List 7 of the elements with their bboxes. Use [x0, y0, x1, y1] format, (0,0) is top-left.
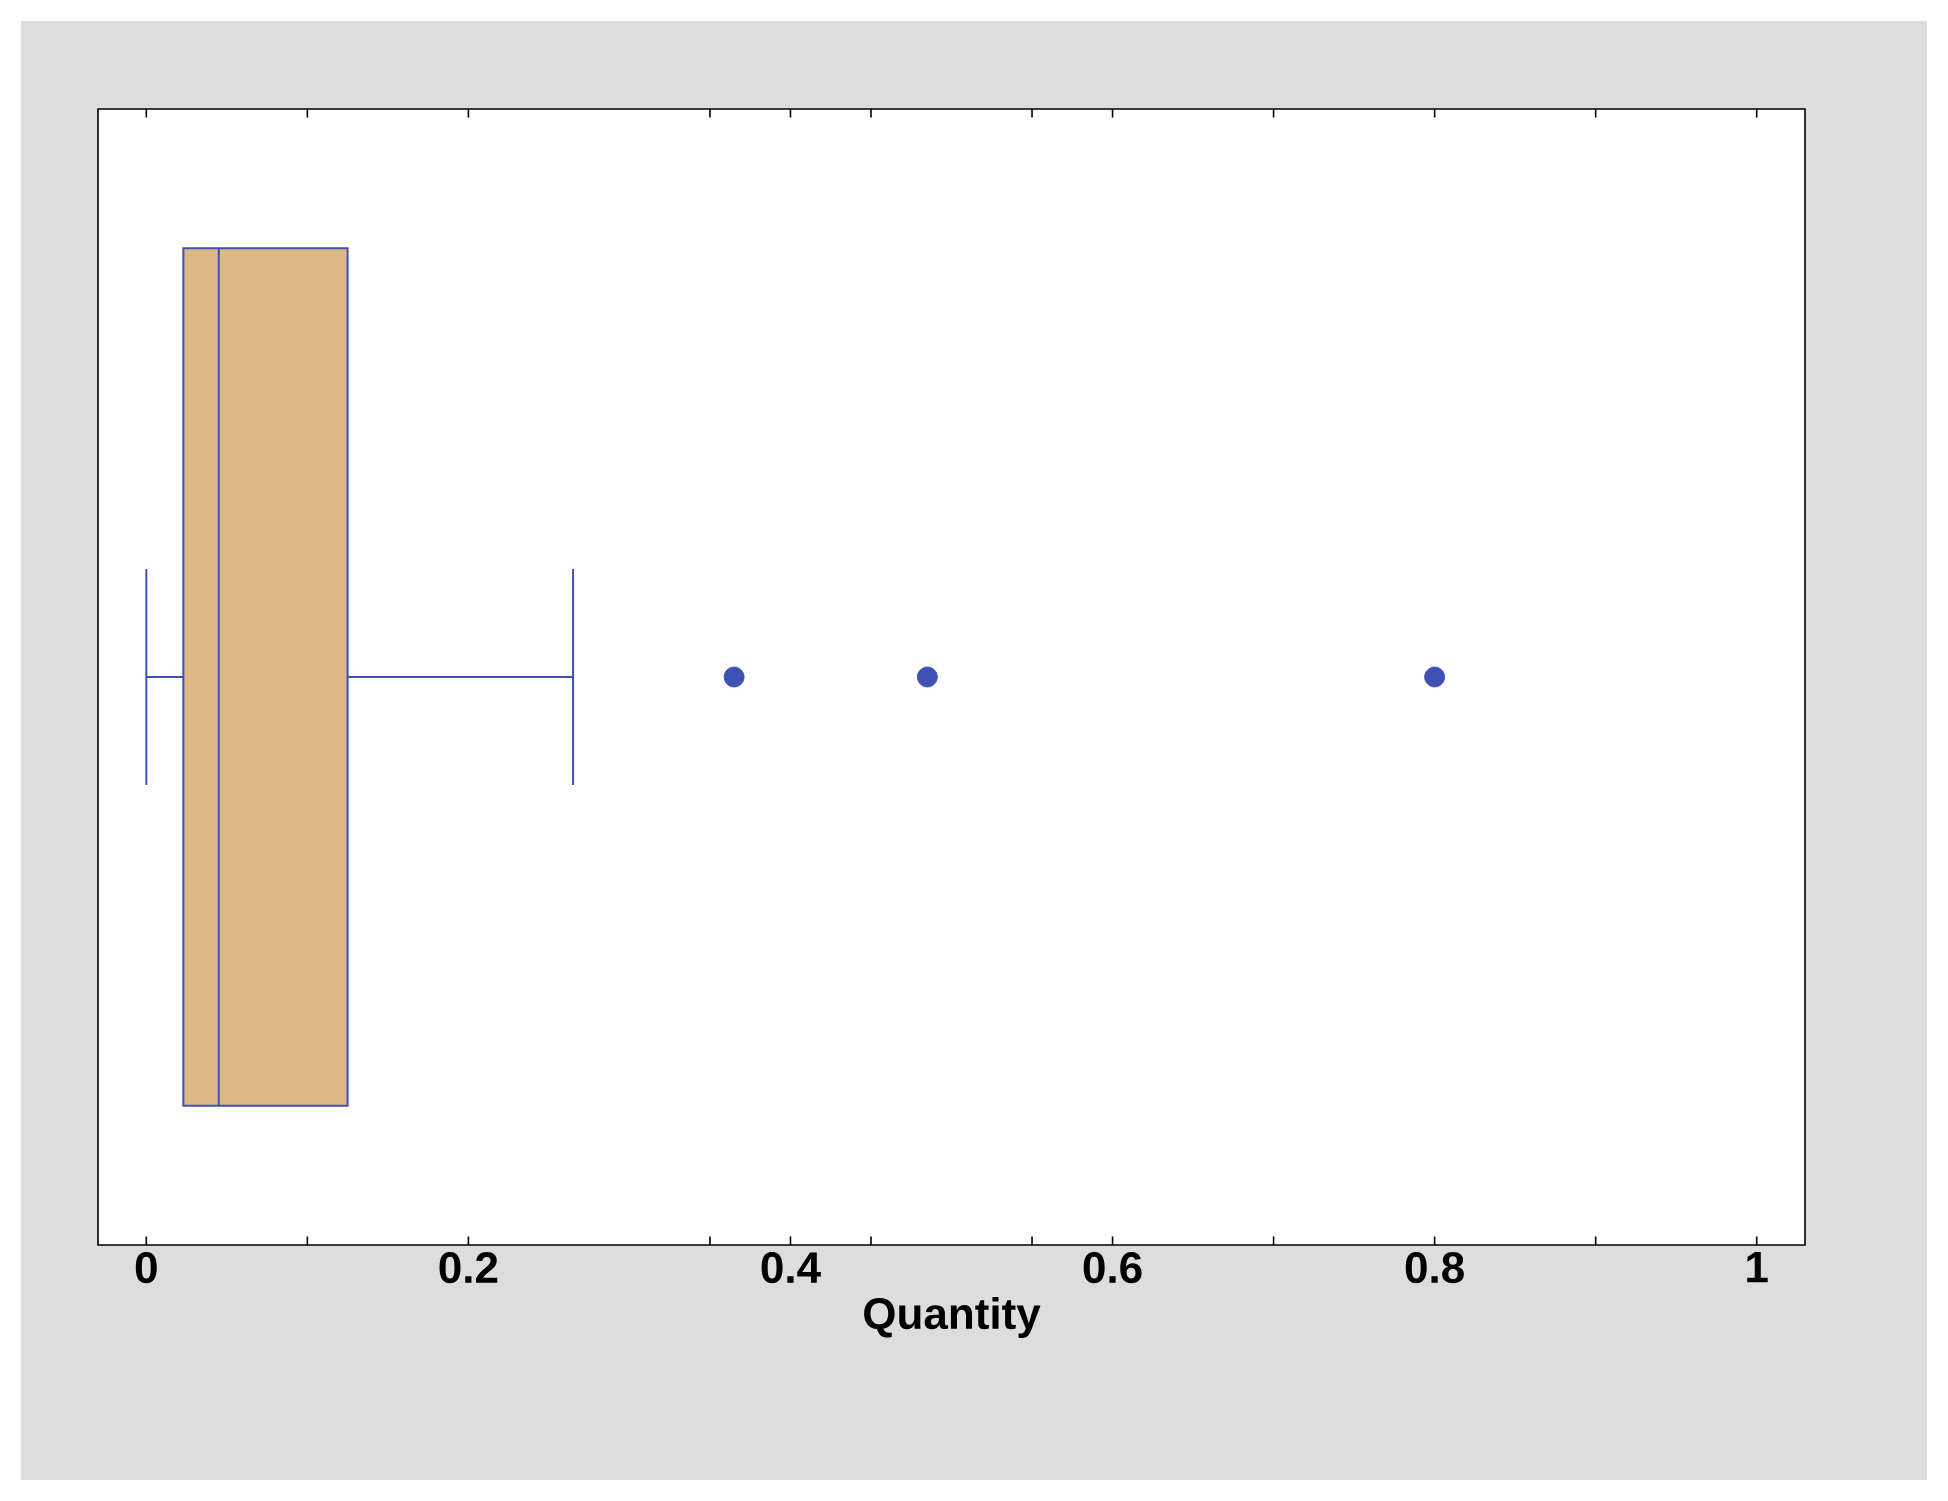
x-tick-label: 0.2 [439, 1252, 498, 1284]
x-axis-title: Quantity [864, 1296, 1041, 1338]
x-tick-label: 0.4 [761, 1252, 821, 1284]
x-tick-label: 0 [135, 1252, 157, 1284]
x-tick-label: 1 [1747, 1252, 1768, 1283]
x-tick-label: 0.8 [1405, 1252, 1464, 1284]
x-tick-label: 0.6 [1083, 1252, 1142, 1284]
